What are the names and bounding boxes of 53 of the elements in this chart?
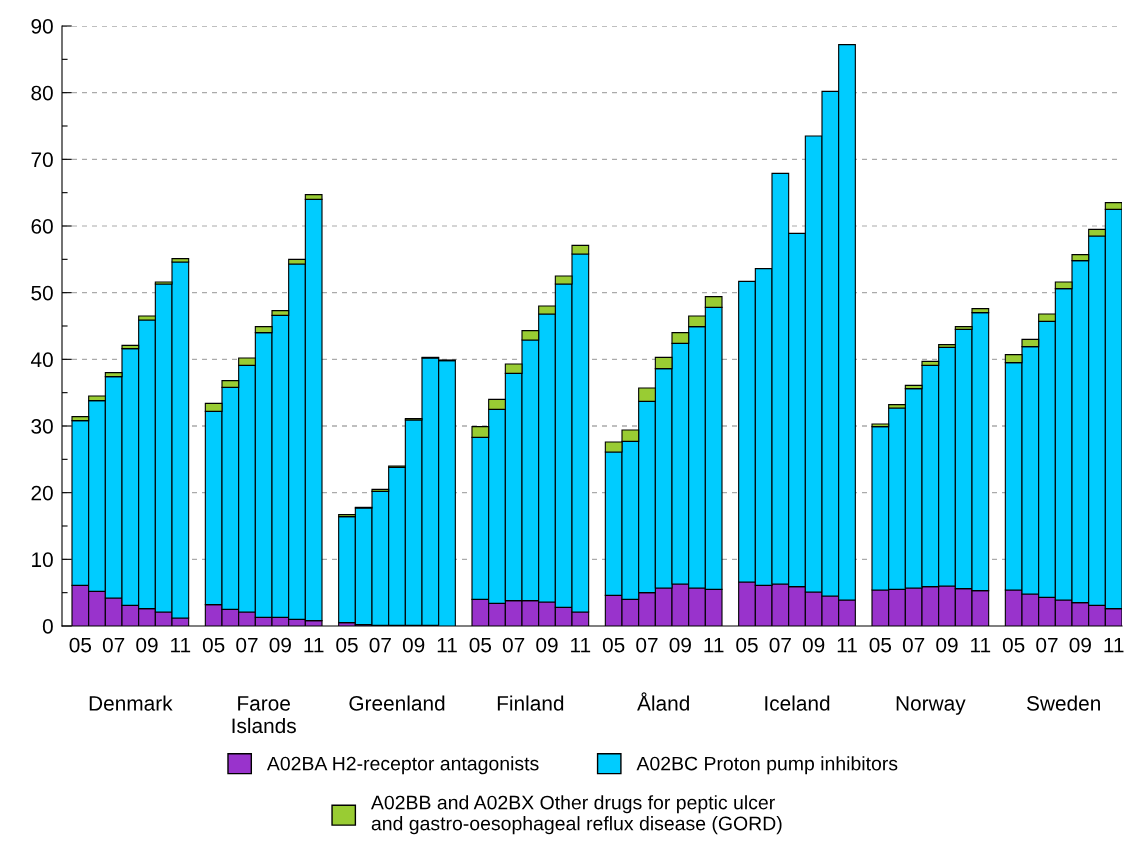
x-tick-label: 05 xyxy=(736,637,758,653)
text: Sweden xyxy=(1026,695,1100,711)
text: Denmark xyxy=(89,695,173,711)
x-tick-label: 07 xyxy=(502,637,525,653)
y-tick-label: 90 xyxy=(31,19,53,34)
text: Norway xyxy=(896,696,966,715)
y-tick-label: 40 xyxy=(30,352,53,368)
y-tick-label: 20 xyxy=(31,485,53,501)
x-tick-label: 11 xyxy=(971,637,991,653)
text: Faroe Islands xyxy=(232,696,296,734)
x-tick-label: 05 xyxy=(336,637,358,653)
x-tick-label: 07 xyxy=(1036,637,1058,653)
text: Greenland xyxy=(349,695,445,711)
text: Finland xyxy=(497,695,564,711)
x-tick-label: 11 xyxy=(304,637,324,653)
text: Iceland xyxy=(765,695,830,711)
x-tick-label: 09 xyxy=(402,637,425,653)
legend-label: A02BC Proton pump inhibitors xyxy=(636,756,898,775)
x-tick-label: 09 xyxy=(669,637,691,653)
x-tick-label: 11 xyxy=(1104,637,1124,653)
x-tick-label: 09 xyxy=(936,637,958,653)
x-tick-label: 09 xyxy=(269,637,291,653)
x-tick-label: 05 xyxy=(869,637,892,653)
x-tick-label: 05 xyxy=(1002,637,1025,653)
x-tick-label: 07 xyxy=(769,637,791,653)
x-tick-label: 07 xyxy=(902,637,925,653)
y-tick-label: 50 xyxy=(31,285,53,301)
x-tick-label: 11 xyxy=(704,637,724,653)
x-tick-label: 05 xyxy=(602,637,625,653)
x-tick-label: 11 xyxy=(171,637,191,653)
x-tick-label: 07 xyxy=(369,637,391,653)
x-tick-label: 11 xyxy=(571,637,591,653)
x-tick-label: 05 xyxy=(69,637,92,653)
x-tick-label: 11 xyxy=(437,637,457,653)
x-tick-label: 05 xyxy=(202,637,225,653)
x-tick-label: 07 xyxy=(636,637,658,653)
x-tick-label: 07 xyxy=(236,637,258,653)
y-tick-label: 0 xyxy=(42,619,53,634)
x-tick-label: 09 xyxy=(536,637,558,653)
legend-label: A02BB and A02BX Other drugs for peptic ulcer and gastro-oesophageal reflux disease (GORD) xyxy=(370,795,782,835)
x-tick-label: 09 xyxy=(1069,637,1091,653)
y-tick-label: 70 xyxy=(31,152,53,168)
text: Åland xyxy=(637,692,689,711)
y-tick-label: 10 xyxy=(32,552,53,568)
x-tick-label: 09 xyxy=(136,637,158,653)
x-tick-label: 07 xyxy=(102,637,125,653)
legend-label: A02BA H2-receptor antagonists xyxy=(266,756,539,775)
x-tick-label: 11 xyxy=(837,637,857,653)
y-tick-label: 30 xyxy=(31,419,53,434)
y-tick-label: 80 xyxy=(31,85,53,101)
y-tick-label: 60 xyxy=(31,219,53,234)
x-tick-label: 09 xyxy=(802,637,825,653)
x-tick-label: 05 xyxy=(469,637,492,653)
